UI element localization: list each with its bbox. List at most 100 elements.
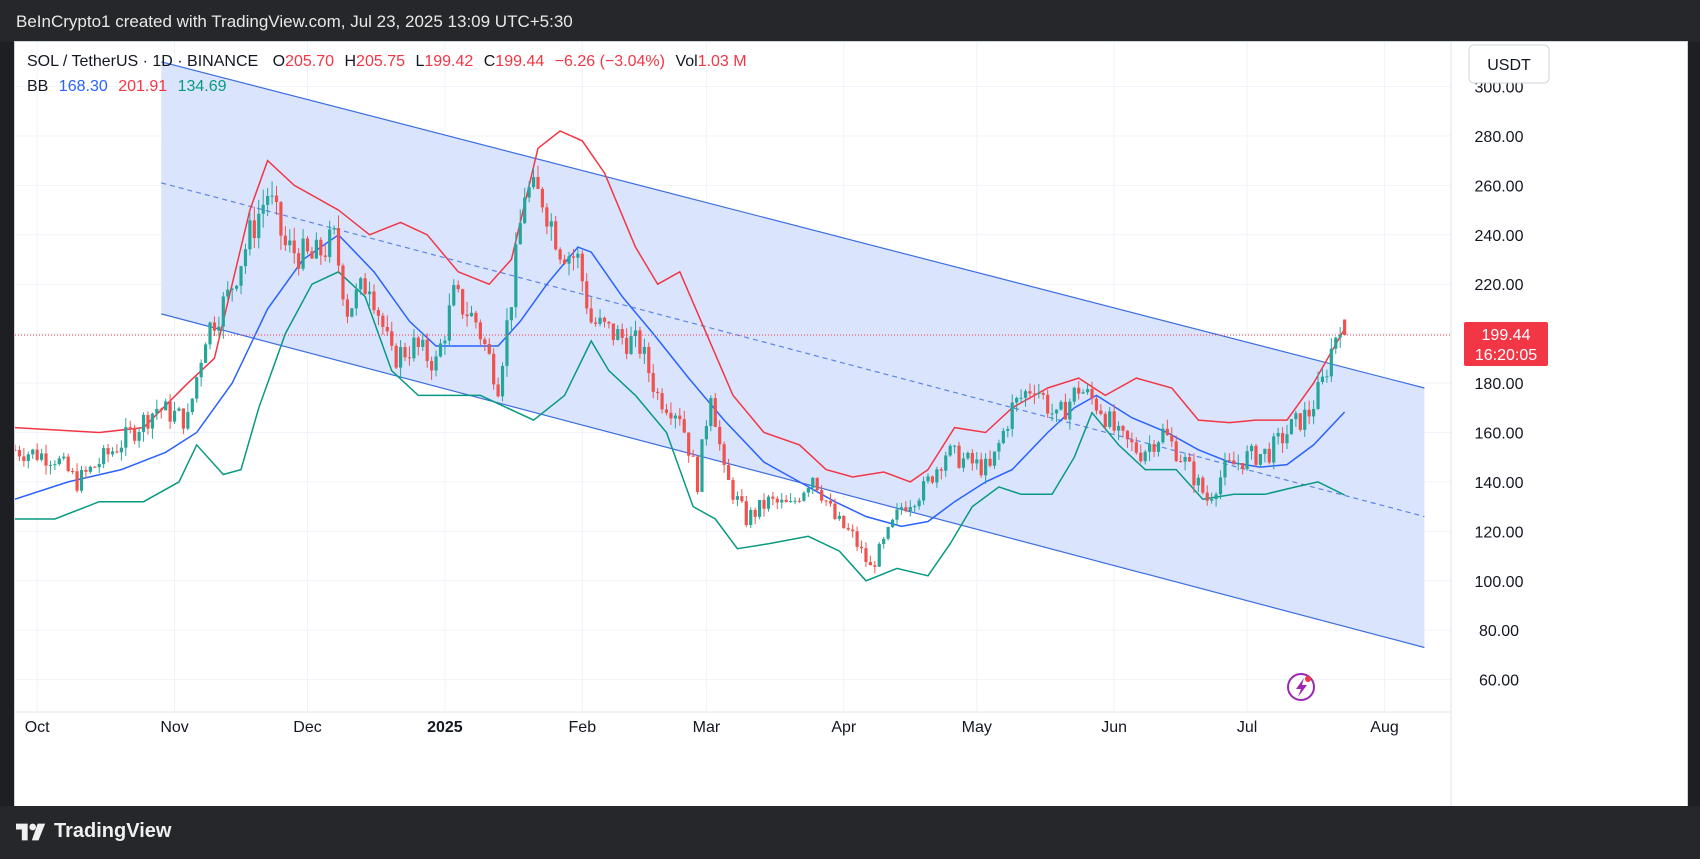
bb-upper-value: 201.91 <box>118 78 167 95</box>
candle-body <box>944 455 948 471</box>
candle-body <box>79 469 84 491</box>
currency-button[interactable]: USDT <box>1468 44 1550 84</box>
candle-body <box>1329 348 1333 377</box>
price-chart[interactable]: 60.00 80.00 100.00 120.00 140.00 160.00 180.00… <box>13 42 1687 806</box>
price-tick-label: 300.00 <box>1475 79 1524 96</box>
candle-body <box>1174 441 1178 461</box>
candle-body <box>713 398 717 427</box>
candle-body <box>1205 492 1209 501</box>
candle-body <box>1276 432 1280 437</box>
candle-body <box>709 398 713 427</box>
candle-body <box>292 240 296 254</box>
candle-body <box>842 515 846 528</box>
candle-body <box>181 408 186 429</box>
candle-body <box>669 412 673 419</box>
candle-body <box>1006 428 1010 431</box>
candle-body <box>199 362 203 378</box>
candle-body <box>1037 393 1041 395</box>
candle-body <box>629 336 633 354</box>
change-value: −6.26 (−3.04%) <box>555 53 665 70</box>
candle-body <box>1010 402 1014 429</box>
candle-body <box>496 384 500 397</box>
top-credit-bar: BeInCrypto1 created with TradingView.com… <box>0 0 1700 42</box>
candle-body <box>589 308 593 323</box>
candle-body <box>1303 409 1307 430</box>
legend-row-2: BB 168.30 201.91 134.69 <box>27 78 227 95</box>
candle-body <box>483 339 487 344</box>
candle-body <box>141 414 146 432</box>
candle-body <box>328 229 332 257</box>
candle-body <box>762 499 766 509</box>
time-tick-label: 2025 <box>427 719 463 736</box>
currency-label: USDT <box>1487 57 1531 74</box>
candle-body <box>877 543 881 567</box>
time-tick-label: Jun <box>1101 719 1127 736</box>
time-tick-label: Aug <box>1370 719 1398 736</box>
time-axis[interactable]: Oct Nov Dec 2025 Feb Mar Apr May Jun Jul Aug <box>15 711 1451 736</box>
chart-frame[interactable]: 60.00 80.00 100.00 120.00 140.00 160.00 180.00… <box>13 41 1688 807</box>
candle-body <box>664 409 669 413</box>
candle-body <box>957 445 961 468</box>
candle-body <box>722 444 726 465</box>
candle-body <box>288 240 292 246</box>
candle-body <box>13 449 17 451</box>
candle-body <box>895 509 899 520</box>
candle-body <box>376 310 381 316</box>
open-label: O <box>273 53 285 70</box>
legend-row-1: SOL / TetherUS · 1D · BINANCE O205.70 H2… <box>27 53 747 70</box>
candle-body <box>1161 428 1165 443</box>
candle-body <box>1249 445 1254 452</box>
candle-body <box>580 253 584 282</box>
candle-body <box>1201 477 1205 493</box>
candle-body <box>1072 387 1076 402</box>
close-label: C <box>484 53 496 70</box>
time-tick-label: Dec <box>293 719 321 736</box>
candle-body <box>1196 477 1200 486</box>
candle-body <box>66 456 70 472</box>
candle-body <box>1258 454 1263 465</box>
candle-body <box>239 266 243 286</box>
candle-body <box>124 427 128 448</box>
candle-body <box>88 466 92 472</box>
candle-body <box>359 278 363 290</box>
candle-body <box>1081 392 1085 394</box>
candle-body <box>505 320 509 366</box>
high-value: 205.75 <box>356 53 405 70</box>
candle-body <box>1103 413 1107 427</box>
candle-body <box>430 361 434 371</box>
candle-body <box>137 431 141 441</box>
time-tick-label: Nov <box>160 719 188 736</box>
candle-body <box>1112 411 1116 431</box>
candle-body <box>851 529 855 532</box>
candle-body <box>531 176 536 188</box>
candle-body <box>425 339 429 362</box>
candle-body <box>678 415 682 420</box>
candle-body <box>487 343 491 354</box>
candle-body <box>718 426 722 445</box>
price-tick-label: 260.00 <box>1475 178 1524 195</box>
candle-body <box>341 265 345 300</box>
price-tick-label: 140.00 <box>1475 475 1524 492</box>
candle-body <box>350 308 354 317</box>
candle-body <box>673 415 677 419</box>
candle-body <box>17 450 22 457</box>
candle-body <box>611 323 615 341</box>
candle-body <box>235 285 239 289</box>
lightning-icon[interactable] <box>1287 673 1315 701</box>
candle-body <box>625 337 629 354</box>
candle-body <box>301 238 305 269</box>
candle-body <box>784 499 788 503</box>
candle-body <box>966 452 970 459</box>
candle-body <box>283 235 287 246</box>
candle-body <box>297 253 301 269</box>
candle-body <box>164 401 168 411</box>
candle-body <box>1223 460 1227 478</box>
candle-body <box>53 464 57 466</box>
candle-body <box>1108 411 1112 427</box>
candle-body <box>146 414 150 429</box>
candle-body <box>806 487 810 493</box>
candle-body <box>970 452 974 464</box>
candle-body <box>474 312 478 323</box>
price-axis[interactable]: 60.00 80.00 100.00 120.00 140.00 160.00 180.00… <box>1450 42 1524 806</box>
tradingview-logo[interactable]: TradingView <box>16 820 171 843</box>
